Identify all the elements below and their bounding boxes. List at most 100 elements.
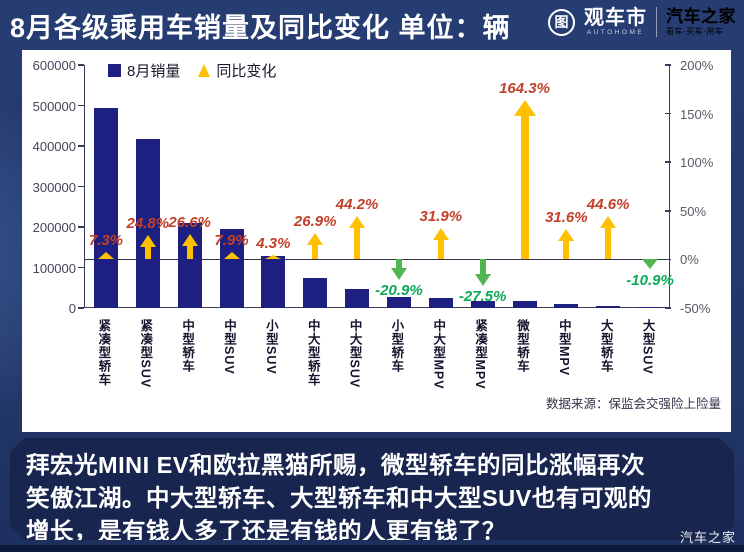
left-axis-tick-label: 200000 [32, 220, 76, 235]
left-axis-tick-label: 100000 [32, 260, 76, 276]
header: 8月各级乘用车销量及同比变化 单位：辆 图 观车市 AUTOHOME 汽车之家 … [0, 0, 744, 48]
yoy-up-arrow [181, 233, 198, 260]
category-label: 紧凑型轿车 [96, 319, 111, 387]
legend-item-yoy: 同比变化 [198, 60, 276, 81]
yoy-value-label: 44.2% [335, 196, 379, 214]
yoy-value-label: 31.9% [419, 208, 463, 226]
chart-panel: 8月销量 同比变化 600000 500000 400000 300000 200000… [22, 50, 731, 432]
sales-bar [554, 303, 579, 308]
category-label: 大型SUV [640, 319, 655, 375]
left-axis-tick [78, 145, 84, 147]
yoy-value-label: 26.6% [168, 213, 211, 231]
sales-bar [219, 228, 244, 308]
sales-bar [512, 300, 537, 308]
right-axis-tick-label: 50% [680, 203, 707, 219]
sales-bar [596, 305, 621, 308]
yoy-up-arrow [223, 251, 240, 260]
arrow-stem [437, 240, 444, 260]
sales-bar [345, 288, 370, 308]
right-axis-tick-label: 200% [680, 58, 714, 73]
arrow-stem [312, 245, 319, 260]
brand-logo: 图 观车市 AUTOHOME 汽车之家 看车·买车·用车 [548, 7, 736, 37]
arrow-head [223, 251, 240, 259]
insight-text: 拜宏光MINI EV和欧拉黑猫所赐，微型轿车的同比涨幅再次 笑傲江湖。中大型轿车… [26, 452, 652, 544]
category-label: 中大型轿车 [305, 319, 320, 387]
yoy-value-label: 7.9% [214, 231, 249, 249]
guanchesi-wordmark: 观车市 AUTOHOME [584, 8, 647, 37]
arrow-head [474, 274, 491, 287]
arrow-head [432, 228, 449, 241]
left-axis-tick [78, 266, 84, 269]
arrow-stem [395, 259, 402, 268]
arrow-head [139, 235, 156, 248]
category-label: 小型SUV [263, 319, 278, 375]
up-arrow-icon [198, 64, 211, 77]
yoy-value-label: -20.9% [375, 281, 423, 299]
category-label: 小型轿车 [389, 319, 404, 373]
legend-label: 同比变化 [216, 63, 277, 80]
arrow-head [513, 99, 536, 116]
yoy-value-label: 164.3% [499, 79, 550, 97]
partner-name: 汽车之家 [666, 7, 736, 26]
arrow-head [390, 267, 407, 280]
category-label: 中型MPV [556, 319, 571, 377]
yoy-up-arrow [349, 216, 366, 260]
arrow-head [181, 233, 198, 246]
right-axis-tick [665, 307, 671, 309]
sales-bar [93, 107, 118, 308]
brand-subtitle: AUTOHOME [586, 28, 645, 36]
left-axis-tick-label: 300000 [32, 179, 76, 195]
arrow-stem [563, 240, 570, 260]
autohome-wordmark: 汽车之家 看车·买车·用车 [666, 8, 736, 36]
yoy-value-label: -10.9% [626, 271, 674, 289]
legend-item-sales: 8月销量 [108, 60, 180, 81]
yoy-up-arrow [432, 228, 449, 260]
insight-panel: 拜宏光MINI EV和欧拉黑猫所赐，微型轿车的同比涨幅再次 笑傲江湖。中大型轿车… [10, 438, 734, 540]
sales-bar [303, 278, 328, 308]
arrow-head [349, 216, 366, 229]
yoy-value-label: 7.3% [88, 232, 124, 250]
chart-legend: 8月销量 同比变化 [108, 60, 276, 81]
right-axis-tick [665, 161, 671, 163]
yoy-up-arrow [513, 99, 536, 260]
guanchesi-logo-icon: 图 [548, 8, 575, 36]
bottom-strip [0, 545, 744, 552]
left-axis-tick-label: 600000 [32, 58, 76, 73]
arrow-stem [354, 228, 361, 260]
bar-swatch-icon [108, 64, 121, 77]
left-axis-tick [78, 64, 84, 66]
yoy-up-arrow [307, 233, 324, 260]
yoy-down-arrow [390, 259, 407, 280]
right-axis-tick [665, 64, 671, 66]
yoy-down-arrow [642, 259, 659, 270]
page-title: 8月各级乘用车销量及同比变化 单位：辆 [10, 13, 511, 43]
yoy-value-label: 44.6% [586, 196, 630, 214]
left-axis-tick-label: 0 [68, 301, 76, 316]
logo-divider [656, 7, 657, 37]
right-axis-tick-label: 0% [680, 252, 699, 268]
arrow-stem [605, 228, 612, 260]
watermark: 汽车之家 [679, 530, 736, 545]
yoy-up-arrow [558, 228, 575, 260]
yoy-value-label: 26.9% [293, 213, 337, 231]
plot-area: 7.3% 紧凑型轿车 24.8% 紧凑型SUV 26.6% 中型轿车 7.9% 中型SUV 4.… [78, 64, 674, 390]
category-label: 中型轿车 [180, 319, 195, 373]
sales-bar [386, 296, 411, 308]
sales-bar [428, 297, 453, 308]
arrow-stem [479, 259, 486, 275]
yoy-down-arrow [474, 259, 491, 287]
left-axis-tick [78, 307, 84, 309]
brand-name: 观车市 [584, 6, 647, 29]
arrow-stem [144, 247, 151, 260]
yoy-up-arrow [139, 235, 156, 260]
arrow-stem [186, 245, 193, 260]
left-axis-tick [78, 226, 84, 228]
sales-bar [638, 307, 663, 308]
partner-subtitle: 看车·买车·用车 [666, 27, 724, 36]
right-axis-tick-label: 150% [680, 106, 714, 122]
sales-bar [135, 139, 160, 308]
sales-bar [261, 256, 286, 308]
left-axis-tick-label: 400000 [32, 139, 76, 154]
arrow-head [642, 259, 659, 270]
